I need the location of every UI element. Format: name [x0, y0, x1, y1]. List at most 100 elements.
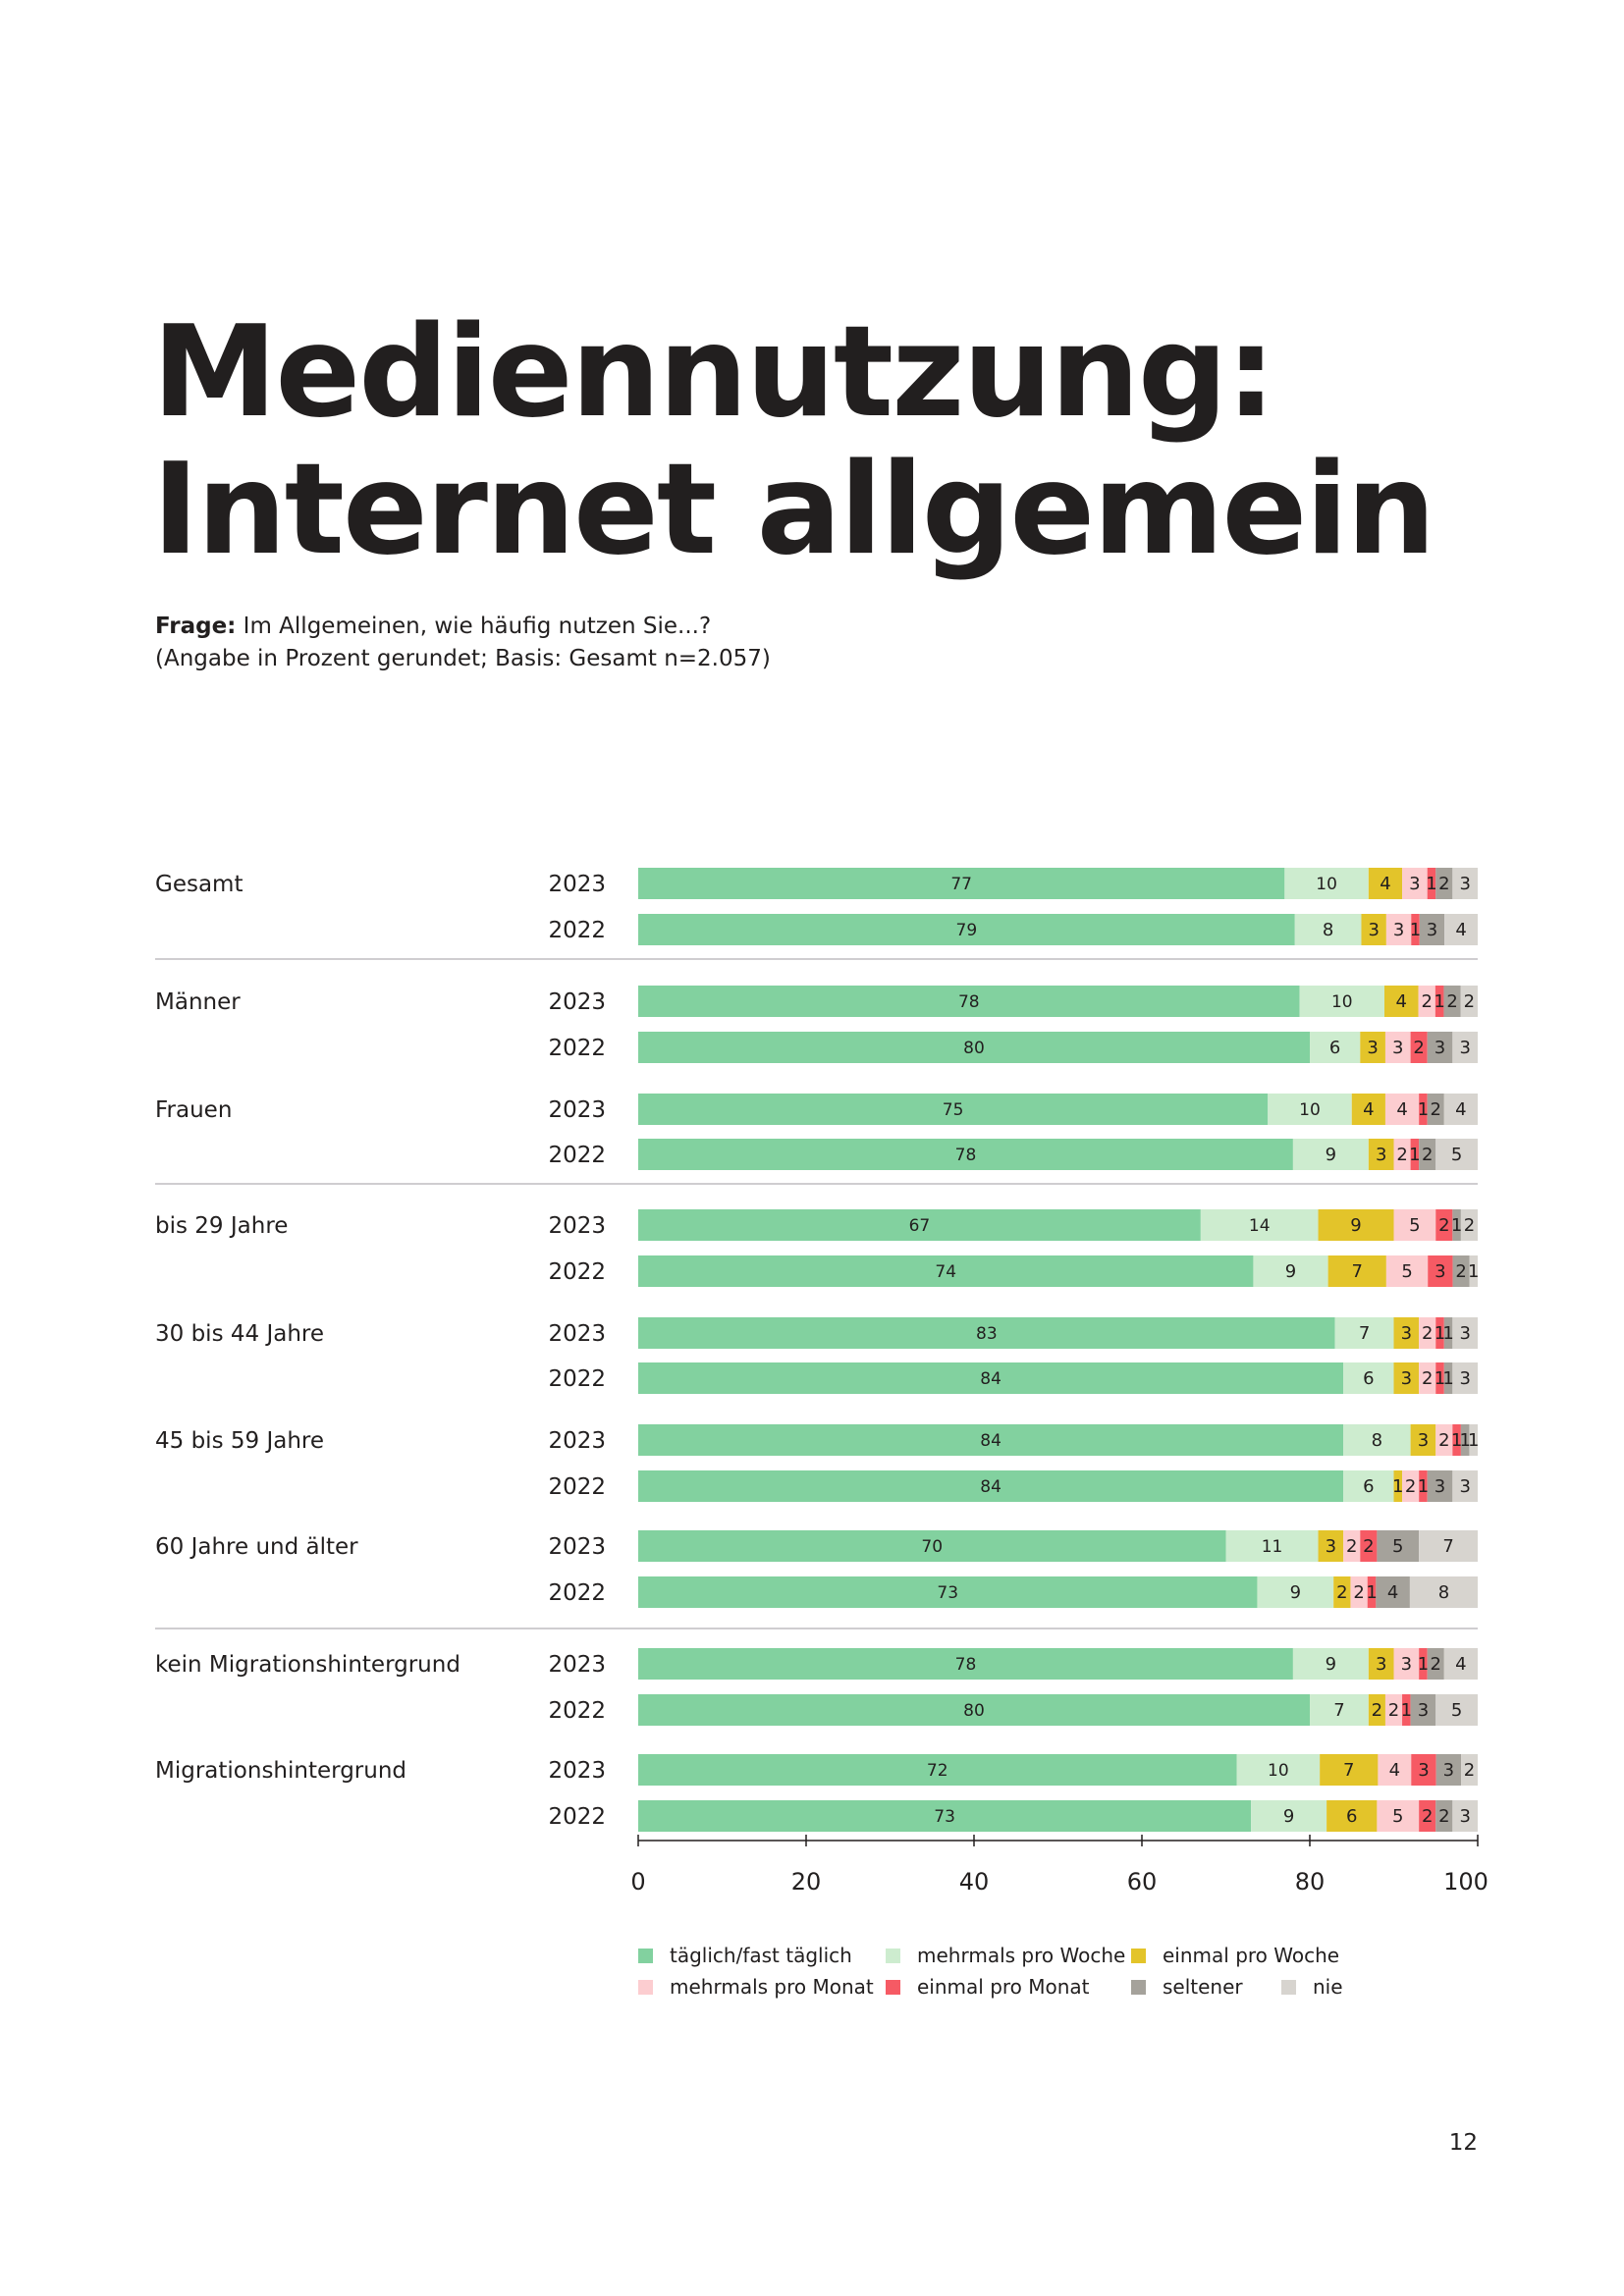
bar-segment-t-glich-fast-t-glich [638, 1209, 1201, 1241]
bar-segment-seltener [1452, 1255, 1470, 1287]
data-label: 6 [1329, 1038, 1340, 1058]
legend-swatch [886, 1979, 900, 1995]
legend-label: einmal pro Woche [1163, 1944, 1340, 1967]
data-label: 3 [1435, 1261, 1445, 1282]
bar-segment-einmal-pro-woche [1318, 1209, 1394, 1241]
bar-segment-mehrmals-pro-woche [1343, 1424, 1411, 1456]
bar-segment-mehrmals-pro-woche [1257, 1576, 1334, 1608]
bar-segment-seltener [1377, 1530, 1420, 1562]
data-label: 2 [1421, 991, 1432, 1012]
year-label: 2022 [548, 1804, 606, 1830]
data-label: 7 [1343, 1760, 1354, 1781]
data-label: 1 [1392, 1476, 1403, 1497]
year-label: 2022 [548, 1366, 606, 1392]
bar-segment-t-glich-fast-t-glich [638, 1032, 1310, 1063]
data-label: 3 [1418, 1430, 1429, 1451]
data-label: 3 [1459, 874, 1470, 894]
group-label: Männer [155, 989, 241, 1015]
bar-segment-mehrmals-pro-monat [1418, 986, 1435, 1017]
question-text: Im Allgemeinen, wie häufig nutzen Sie...… [236, 614, 712, 639]
bar-segment-seltener [1427, 1094, 1444, 1125]
data-label: 78 [958, 992, 980, 1012]
data-label: 8 [1372, 1430, 1382, 1451]
bar-segment-nie [1460, 1209, 1478, 1241]
legend-swatch [638, 1979, 653, 1995]
bar-segment-mehrmals-pro-woche [1268, 1094, 1352, 1125]
bar-segment-mehrmals-pro-monat [1435, 1424, 1453, 1456]
bar-segment-nie [1435, 1139, 1478, 1170]
data-label: 2 [1438, 1215, 1449, 1236]
data-label: 1 [1442, 1368, 1453, 1389]
year-label: 2022 [548, 918, 606, 943]
bar-segment-seltener [1443, 1362, 1453, 1394]
data-label: 9 [1350, 1215, 1361, 1236]
legend-swatch [638, 1948, 653, 1963]
data-label: 3 [1459, 1038, 1470, 1058]
data-label: 5 [1409, 1215, 1420, 1236]
data-label: 3 [1418, 1760, 1429, 1781]
bar-segment-mehrmals-pro-woche [1284, 868, 1369, 899]
bar-segment-einmal-pro-monat [1435, 986, 1444, 1017]
group-label: Migrationshintergrund [155, 1758, 406, 1784]
data-label: 74 [935, 1262, 956, 1282]
data-label: 2 [1363, 1536, 1374, 1557]
bar-segment-mehrmals-pro-monat [1419, 1362, 1436, 1394]
bar-segment-einmal-pro-woche [1410, 1424, 1436, 1456]
bar-segment-t-glich-fast-t-glich [638, 868, 1285, 899]
data-label: 4 [1396, 1099, 1407, 1120]
data-label: 6 [1363, 1368, 1374, 1389]
legend-label: mehrmals pro Woche [917, 1944, 1126, 1967]
bar-segment-seltener [1427, 1470, 1453, 1502]
bar-segment-mehrmals-pro-monat [1384, 1032, 1411, 1063]
data-label: 3 [1459, 1323, 1470, 1344]
data-label: 4 [1455, 1654, 1466, 1675]
bar-segment-einmal-pro-woche [1384, 986, 1419, 1017]
data-label: 3 [1367, 1038, 1378, 1058]
bar-segment-nie [1452, 1362, 1478, 1394]
bar-segment-nie [1443, 1648, 1478, 1680]
data-label: 72 [927, 1761, 948, 1781]
data-label: 9 [1283, 1806, 1294, 1827]
bar-segment-mehrmals-pro-woche [1253, 1255, 1328, 1287]
legend-label: täglich/fast täglich [670, 1944, 852, 1967]
bar-segment-mehrmals-pro-woche [1310, 1694, 1369, 1726]
bar-segment-einmal-pro-monat [1410, 1032, 1428, 1063]
bar-segment-einmal-pro-woche [1351, 1094, 1385, 1125]
year-label: 2023 [548, 1652, 606, 1678]
x-tick-label: 100 [1443, 1868, 1489, 1896]
bar-segment-einmal-pro-monat [1435, 1209, 1453, 1241]
data-label: 1 [1434, 991, 1444, 1012]
year-label: 2022 [548, 1698, 606, 1724]
group-label: Gesamt [155, 872, 243, 897]
year-label: 2023 [548, 1428, 606, 1454]
data-label: 3 [1376, 1654, 1386, 1675]
legend-swatch [1281, 1979, 1296, 1995]
bar-segment-einmal-pro-woche [1368, 1694, 1385, 1726]
bar-segment-mehrmals-pro-woche [1294, 914, 1362, 945]
bar-segment-seltener [1452, 1209, 1461, 1241]
year-label: 2022 [548, 1580, 606, 1606]
data-label: 9 [1326, 1145, 1336, 1165]
year-label: 2023 [548, 872, 606, 897]
bar-segment-einmal-pro-monat [1360, 1530, 1378, 1562]
data-label: 2 [1413, 1038, 1424, 1058]
x-tick-label: 60 [1127, 1868, 1158, 1896]
bar-segment-mehrmals-pro-woche [1236, 1754, 1321, 1786]
data-label: 79 [956, 921, 978, 940]
data-label: 2 [1464, 1760, 1475, 1781]
bar-segment-t-glich-fast-t-glich [638, 986, 1300, 1017]
page-title: Mediennutzung: Internet allgemein [152, 304, 1435, 579]
bar-segment-einmal-pro-woche [1318, 1530, 1344, 1562]
data-label: 3 [1401, 1368, 1412, 1389]
data-label: 1 [1418, 1099, 1429, 1120]
legend-item: seltener [1131, 1975, 1243, 1999]
data-label: 2 [1464, 991, 1475, 1012]
bar-segment-mehrmals-pro-woche [1310, 1032, 1361, 1063]
data-label: 3 [1368, 920, 1379, 940]
bar-segment-mehrmals-pro-woche [1251, 1800, 1327, 1832]
data-label: 1 [1366, 1582, 1377, 1603]
data-label: 8 [1438, 1582, 1449, 1603]
data-label: 6 [1363, 1476, 1374, 1497]
bar-segment-seltener [1460, 1424, 1470, 1456]
bar-segment-nie [1452, 1317, 1478, 1349]
